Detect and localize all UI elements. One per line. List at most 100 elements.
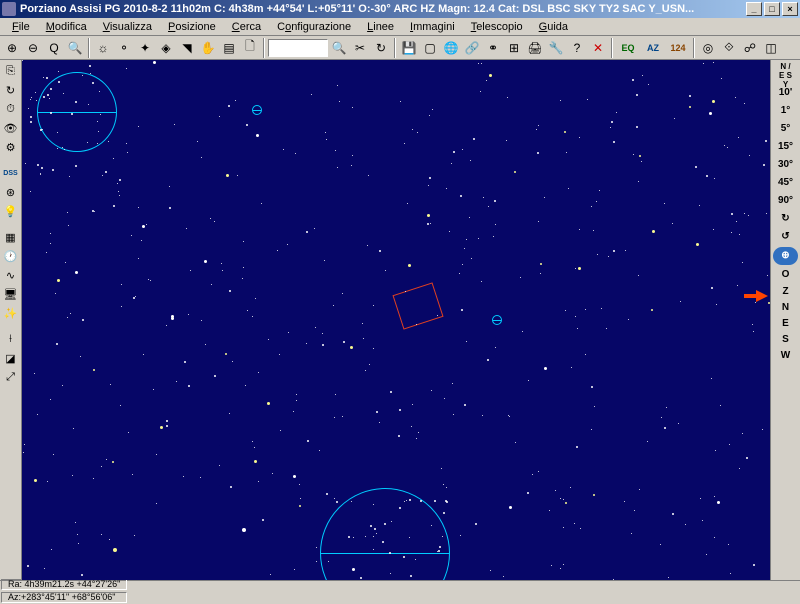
dir-south-button[interactable]: S	[771, 332, 800, 348]
delete-button[interactable]: ✕	[588, 38, 608, 58]
star	[230, 486, 232, 488]
blank-button[interactable]: ▢	[420, 38, 440, 58]
menu-linee[interactable]: Linee	[359, 20, 402, 34]
star	[374, 528, 376, 530]
zoom-fit-button[interactable]: Q	[44, 38, 64, 58]
zoom-in-button[interactable]: ⊕	[2, 38, 22, 58]
star	[509, 506, 512, 509]
tool-b-button[interactable]: ◪	[1, 349, 21, 367]
target4-button[interactable]: ◫	[761, 38, 781, 58]
zoom-out-button[interactable]: ⊖	[23, 38, 43, 58]
tool-button[interactable]: 🔧	[546, 38, 566, 58]
star	[210, 218, 211, 219]
sun-button[interactable]: ☼	[93, 38, 113, 58]
star	[280, 430, 281, 431]
dir-east-button[interactable]: E	[771, 316, 800, 332]
zoom-90deg-button[interactable]: 90°	[771, 192, 800, 210]
rotate-cw-button[interactable]: ↻	[771, 210, 800, 228]
star	[41, 167, 43, 169]
catalog-button[interactable]: ⊛	[1, 183, 21, 201]
cycle-button[interactable]: ↻	[1, 81, 21, 99]
tool-a-button[interactable]: ⟊	[1, 330, 21, 348]
target3-button[interactable]: ☍	[740, 38, 760, 58]
search-button[interactable]: 🔍	[329, 38, 349, 58]
menu-cerca[interactable]: Cerca	[224, 20, 269, 34]
monitor-button[interactable]: 🖥	[1, 285, 21, 303]
menu-posizione[interactable]: Posizione	[160, 20, 224, 34]
zoom-10min-button[interactable]: 10'	[771, 84, 800, 102]
star	[661, 417, 662, 418]
scope-button[interactable]: 👁	[1, 119, 21, 137]
bulb-button[interactable]: 💡	[1, 202, 21, 220]
star	[237, 175, 238, 176]
dashboard-button[interactable]: ⊞	[504, 38, 524, 58]
rotate-ccw-button[interactable]: ↺	[771, 228, 800, 246]
dir-west-button[interactable]: W	[771, 348, 800, 364]
search-input[interactable]	[268, 39, 328, 57]
menu-visualizza[interactable]: Visualizza	[95, 20, 160, 34]
eq-button[interactable]: EQ	[616, 38, 640, 58]
note-button[interactable]: ▤	[219, 38, 239, 58]
star	[555, 490, 556, 491]
close-button[interactable]: ×	[782, 2, 798, 16]
zoom-1deg-button[interactable]: 1°	[771, 102, 800, 120]
star	[453, 414, 454, 415]
star	[735, 97, 736, 98]
gear-button[interactable]: ⚙	[1, 138, 21, 156]
star	[494, 200, 496, 202]
menu-file[interactable]: File	[4, 20, 38, 34]
grid-button[interactable]: ▦	[1, 228, 21, 246]
spacer	[0, 323, 21, 329]
new-button[interactable]: 🗋	[240, 38, 260, 58]
flag-button[interactable]: ◥	[177, 38, 197, 58]
globe-button[interactable]: 🌐	[441, 38, 461, 58]
connect-button[interactable]: ⚭	[483, 38, 503, 58]
menu-modifica[interactable]: Modifica	[38, 20, 95, 34]
minimize-button[interactable]: _	[746, 2, 762, 16]
star	[109, 539, 110, 540]
az2-button[interactable]: 124	[666, 38, 690, 58]
target1-button[interactable]: ◎	[698, 38, 718, 58]
target2-button[interactable]: ⟐	[719, 38, 739, 58]
copy-button[interactable]: ⎘	[1, 62, 21, 80]
pin-button[interactable]: ⚬	[114, 38, 134, 58]
sky-view[interactable]	[22, 60, 770, 580]
tool-c-button[interactable]: ⤢	[1, 368, 21, 386]
hand-button[interactable]: ✋	[198, 38, 218, 58]
dir-zenith-button[interactable]: Z	[771, 284, 800, 300]
save-button[interactable]: 💾	[399, 38, 419, 58]
refresh-button[interactable]: ↻	[371, 38, 391, 58]
origin-button[interactable]: O	[771, 266, 800, 284]
star	[166, 420, 168, 422]
zoom-15deg-button[interactable]: 15°	[771, 138, 800, 156]
star	[540, 263, 542, 265]
print-button[interactable]: 🖨	[525, 38, 545, 58]
center-selected-button[interactable]: ⊕	[773, 247, 798, 265]
dss-button[interactable]: DSS	[1, 164, 21, 182]
zoom-5deg-button[interactable]: 5°	[771, 120, 800, 138]
menu-guida[interactable]: Guida	[531, 20, 576, 34]
aim-button[interactable]: ◈	[156, 38, 176, 58]
star	[30, 99, 31, 100]
curve-button[interactable]: ∿	[1, 266, 21, 284]
dir-north-button[interactable]: N	[771, 300, 800, 316]
magnify-button[interactable]: 🔍	[65, 38, 85, 58]
clock-button[interactable]: 🕐	[1, 247, 21, 265]
star	[31, 97, 32, 98]
zoom-45deg-button[interactable]: 45°	[771, 174, 800, 192]
timer-button[interactable]: ⏱	[1, 100, 21, 118]
menu-telescopio[interactable]: Telescopio	[463, 20, 531, 34]
star	[417, 132, 418, 133]
zoom-30deg-button[interactable]: 30°	[771, 156, 800, 174]
wand-button[interactable]: ✦	[135, 38, 155, 58]
wand2-button[interactable]: ✨	[1, 304, 21, 322]
help-button[interactable]: ?	[567, 38, 587, 58]
star	[752, 324, 753, 325]
pick-button[interactable]: ✂	[350, 38, 370, 58]
az-button[interactable]: AZ	[641, 38, 665, 58]
menu-immagini[interactable]: Immagini	[402, 20, 463, 34]
star	[93, 369, 95, 371]
link-button[interactable]: 🔗	[462, 38, 482, 58]
maximize-button[interactable]: □	[764, 2, 780, 16]
menu-configurazione[interactable]: Configurazione	[269, 20, 359, 34]
